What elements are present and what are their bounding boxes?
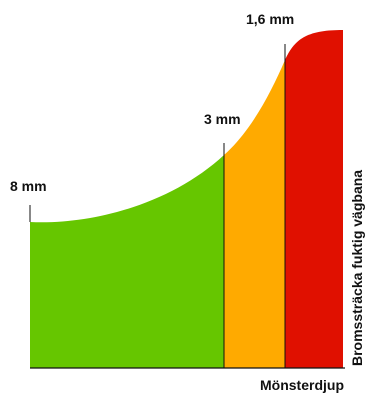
zone-green-area — [30, 155, 224, 368]
marker-label-3mm: 3 mm — [204, 111, 241, 127]
zone-red-area — [285, 30, 343, 368]
marker-label-1-6mm: 1,6 mm — [246, 11, 294, 27]
x-axis-label: Mönsterdjup — [260, 377, 344, 393]
marker-label-8mm: 8 mm — [10, 178, 47, 194]
zone-orange-area — [224, 60, 285, 368]
y-axis-label: Bromssträcka fuktig vägbana — [349, 170, 365, 366]
